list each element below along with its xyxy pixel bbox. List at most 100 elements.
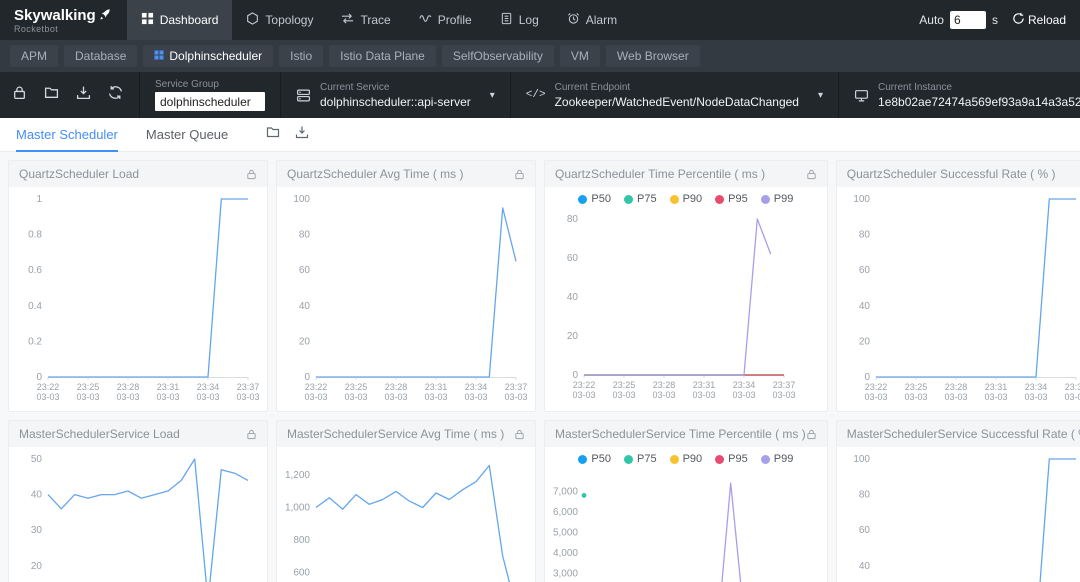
alarm-clock-icon: [567, 12, 580, 28]
svg-text:0: 0: [572, 370, 578, 381]
svg-text:600: 600: [293, 567, 310, 578]
auto-interval-input[interactable]: [949, 11, 986, 29]
auto-unit: s: [991, 13, 998, 27]
lock-icon[interactable]: [514, 429, 525, 440]
dashboard-tab-web-browser[interactable]: Web Browser: [605, 45, 700, 67]
dashboard-tab-database[interactable]: Database: [64, 45, 138, 67]
nav-item-alarm[interactable]: Alarm: [553, 0, 631, 40]
reload-button[interactable]: Reload: [1012, 12, 1066, 28]
download-icon[interactable]: [295, 125, 309, 144]
svg-text:80: 80: [299, 230, 311, 241]
legend-item[interactable]: P75: [624, 193, 657, 205]
dashboard-icon: [141, 12, 154, 28]
legend-item[interactable]: P50: [578, 193, 611, 205]
nav-item-topology[interactable]: Topology: [232, 0, 327, 40]
dashboard-tab-dolphinscheduler[interactable]: Dolphinscheduler: [143, 45, 274, 67]
legend-item[interactable]: P50: [578, 453, 611, 465]
lock-icon[interactable]: [806, 169, 817, 180]
dashboard-tab-istio-data-plane[interactable]: Istio Data Plane: [329, 45, 436, 67]
lock-icon[interactable]: [246, 169, 257, 180]
dashboard-tab-selfobservability[interactable]: SelfObservability: [441, 45, 554, 67]
page-tab-master-queue[interactable]: Master Queue: [146, 118, 228, 152]
chart-card: QuartzScheduler Avg Time ( ms ) 0 20 40 60 80…: [276, 160, 536, 412]
selector-toolbar: Service Group Current Service dolphinsch…: [0, 72, 1080, 118]
current-instance-select[interactable]: Current Instance 1e8b02ae72474a569ef93a9…: [838, 72, 1080, 118]
current-service-select[interactable]: Current Service dolphinscheduler::api-se…: [280, 72, 510, 118]
svg-text:1,000: 1,000: [285, 503, 310, 514]
chart-card-body: 0 0.2 0.4 0.6 0.8 1 23:22 03-03 23:25 03-03 23:28 0…: [9, 187, 267, 411]
chart-canvas: 0102030405023:2203-0323:2503-0323:2803-0…: [31, 454, 249, 582]
svg-text:20: 20: [859, 336, 871, 347]
dashboard-tab-vm[interactable]: VM: [559, 45, 600, 67]
current-instance-value: 1e8b02ae72474a569ef93a9a14a3a52e@192.168…: [878, 94, 1080, 109]
svg-text:40: 40: [31, 490, 43, 501]
lock-icon[interactable]: [246, 429, 257, 440]
chart-title: MasterSchedulerService Time Percentile (…: [555, 427, 806, 441]
document-icon: [500, 12, 513, 28]
legend-item[interactable]: P99: [760, 453, 793, 465]
chart-title: QuartzScheduler Avg Time ( ms ): [287, 167, 464, 181]
chart-card-header: MasterSchedulerService Avg Time ( ms ): [277, 421, 535, 447]
lock-icon[interactable]: [514, 169, 525, 180]
trace-arrows-icon: [341, 12, 354, 28]
download-icon[interactable]: [76, 85, 91, 105]
svg-text:50: 50: [31, 454, 43, 465]
nav-label: Topology: [265, 13, 314, 27]
svg-text:5,000: 5,000: [553, 527, 578, 538]
sync-icon[interactable]: [108, 85, 123, 105]
current-endpoint-select[interactable]: </> Current Endpoint Zookeeper/WatchedEv…: [509, 72, 838, 118]
chart-title: MasterSchedulerService Avg Time ( ms ): [287, 427, 505, 441]
nav-item-profile[interactable]: Profile: [405, 0, 486, 40]
legend-item[interactable]: P75: [624, 453, 657, 465]
lock-icon[interactable]: [806, 429, 817, 440]
tab-label: Master Scheduler: [16, 127, 118, 142]
chart-card-header: QuartzScheduler Load: [9, 161, 267, 187]
svg-text:20: 20: [567, 331, 579, 342]
tab-label: APM: [21, 49, 48, 63]
nav-item-log[interactable]: Log: [486, 0, 553, 40]
dashboard-tab-apm[interactable]: APM: [10, 45, 59, 67]
page-tab-master-scheduler[interactable]: Master Scheduler: [16, 118, 118, 152]
svg-text:40: 40: [299, 301, 311, 312]
nav-label: Log: [518, 13, 539, 27]
dashboard-tab-istio[interactable]: Istio: [279, 45, 324, 67]
service-group-input[interactable]: [155, 92, 265, 111]
legend-item[interactable]: P99: [760, 193, 793, 205]
chart-card: QuartzScheduler Load 0 0.2 0.4 0.6 0.8 1 23:22 0…: [8, 160, 268, 412]
svg-text:80: 80: [859, 230, 871, 241]
wave-icon: [419, 12, 432, 28]
svg-text:4,000: 4,000: [553, 548, 578, 559]
chart-title: MasterSchedulerService Successful Rate (…: [846, 427, 1080, 441]
monitor-icon: [854, 88, 869, 103]
page-tabs-bar: Master Scheduler Master Queue: [0, 118, 1080, 152]
folder-icon[interactable]: [44, 85, 59, 105]
legend-item[interactable]: P95: [715, 193, 748, 205]
chart-card-header: MasterSchedulerService Time Percentile (…: [545, 421, 827, 447]
server-icon: [296, 88, 311, 103]
chart-card: MasterSchedulerService Avg Time ( ms ) 40…: [276, 420, 536, 582]
lock-icon[interactable]: [12, 85, 27, 105]
nav-item-dashboard[interactable]: Dashboard: [126, 0, 233, 40]
chart-title: QuartzScheduler Load: [19, 167, 140, 181]
legend-item[interactable]: P90: [669, 193, 702, 205]
folder-icon[interactable]: [266, 125, 280, 144]
nav-item-trace[interactable]: Trace: [327, 0, 404, 40]
svg-text:40: 40: [859, 301, 871, 312]
logo-title: Skywalking: [14, 6, 96, 24]
chart-title: MasterSchedulerService Load: [19, 427, 180, 441]
chart-canvas: 4006008001,0001,20023:2203-0323:2503-032…: [285, 464, 511, 582]
legend-item[interactable]: P90: [669, 453, 702, 465]
svg-text:60: 60: [859, 525, 871, 536]
legend-item[interactable]: P95: [715, 453, 748, 465]
page-tab-tools: [266, 125, 309, 144]
auto-reload-controls: Auto s Reload: [919, 0, 1080, 40]
